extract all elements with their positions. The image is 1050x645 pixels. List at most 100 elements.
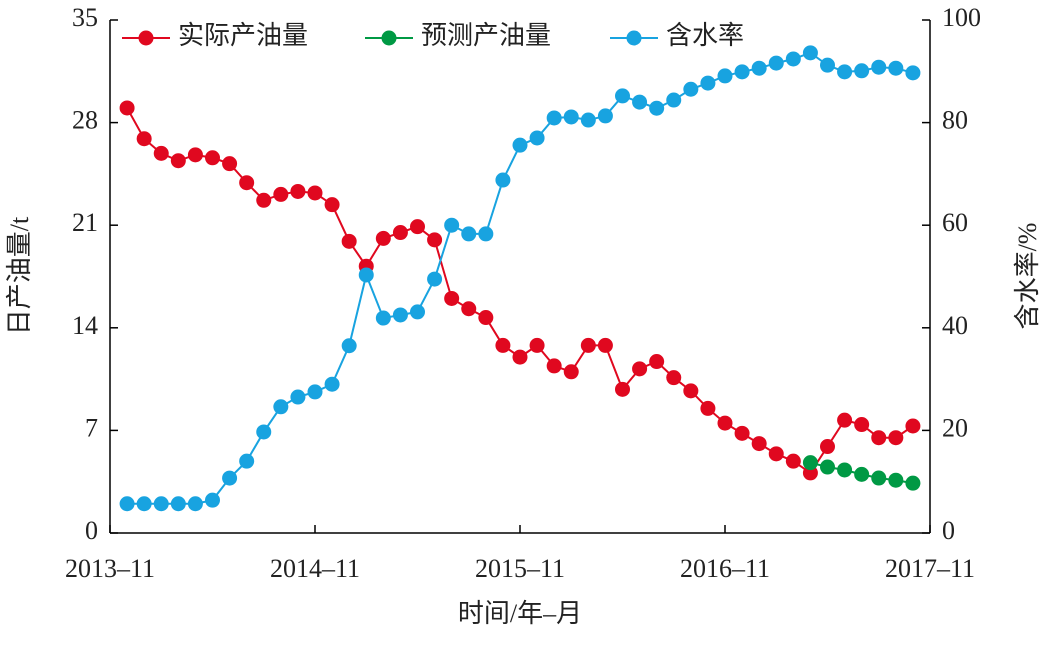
point	[392, 225, 408, 241]
point	[649, 100, 665, 116]
legend-marker	[626, 30, 642, 46]
point	[683, 383, 699, 399]
point	[495, 172, 511, 188]
point	[153, 145, 169, 161]
point	[580, 337, 596, 353]
point	[427, 271, 443, 287]
x-tick-label: 2016–11	[680, 554, 770, 583]
point	[632, 94, 648, 110]
point	[290, 389, 306, 405]
point	[427, 232, 443, 248]
point	[170, 153, 186, 169]
legend-marker	[138, 30, 154, 46]
point	[222, 470, 238, 486]
point	[734, 425, 750, 441]
point	[341, 233, 357, 249]
point	[478, 310, 494, 326]
point	[905, 418, 921, 434]
point	[461, 301, 477, 317]
point	[444, 290, 460, 306]
point	[854, 63, 870, 79]
point	[256, 192, 272, 208]
point	[802, 465, 818, 481]
point	[820, 57, 835, 73]
point	[905, 475, 921, 491]
y2-tick-label: 20	[942, 413, 968, 442]
point	[205, 492, 220, 508]
point	[888, 60, 904, 76]
y2-tick-label: 80	[942, 106, 968, 135]
y2-tick-label: 40	[942, 311, 968, 340]
point	[256, 424, 272, 440]
x-tick-label: 2013–11	[65, 554, 155, 583]
point	[119, 496, 135, 512]
point	[307, 185, 323, 201]
point	[785, 453, 801, 469]
legend-marker	[381, 30, 397, 46]
point	[717, 415, 733, 431]
point	[563, 364, 579, 380]
y2-tick-label: 0	[942, 516, 955, 545]
point	[273, 399, 289, 415]
point	[888, 472, 904, 488]
point	[222, 156, 238, 172]
point	[615, 88, 630, 104]
y2-tick-label: 100	[942, 3, 981, 32]
point	[802, 45, 818, 61]
point	[529, 130, 545, 146]
legend-label: 预测产油量	[421, 21, 551, 50]
point	[546, 110, 562, 126]
point	[597, 108, 613, 124]
point	[512, 349, 528, 365]
point	[239, 175, 255, 191]
point	[871, 59, 887, 75]
point	[837, 412, 853, 428]
point	[837, 462, 853, 478]
point	[307, 384, 323, 400]
point	[768, 55, 784, 71]
y-tick-label: 35	[72, 3, 98, 32]
point	[136, 131, 152, 147]
point	[239, 453, 255, 469]
point	[119, 100, 135, 116]
point	[632, 361, 648, 377]
point	[410, 304, 425, 320]
point	[717, 68, 733, 84]
point	[888, 430, 904, 446]
point	[495, 337, 511, 353]
x-axis-label: 时间/年–月	[458, 599, 582, 628]
point	[854, 466, 870, 482]
point	[615, 381, 630, 397]
point	[649, 354, 665, 370]
point	[871, 430, 887, 446]
point	[751, 436, 767, 452]
point	[187, 496, 203, 512]
point	[273, 186, 289, 202]
x-tick-label: 2014–11	[270, 554, 360, 583]
series-line	[126, 107, 914, 475]
x-tick-label: 2015–11	[475, 554, 565, 583]
point	[187, 147, 203, 163]
legend-label: 含水率	[666, 21, 744, 50]
point	[837, 64, 853, 80]
point	[136, 496, 152, 512]
point	[563, 109, 579, 125]
point	[820, 459, 835, 475]
point	[341, 338, 357, 354]
point	[785, 51, 801, 67]
point	[666, 92, 682, 108]
point	[871, 470, 887, 486]
legend-label: 实际产油量	[178, 21, 308, 50]
y-tick-label: 7	[85, 413, 98, 442]
point	[802, 455, 818, 471]
point	[666, 370, 682, 386]
point	[375, 310, 391, 326]
point	[700, 75, 716, 91]
point	[512, 137, 528, 153]
point	[478, 226, 494, 242]
point	[324, 376, 340, 392]
series-line	[127, 51, 914, 505]
point	[410, 219, 425, 235]
point	[324, 197, 340, 213]
